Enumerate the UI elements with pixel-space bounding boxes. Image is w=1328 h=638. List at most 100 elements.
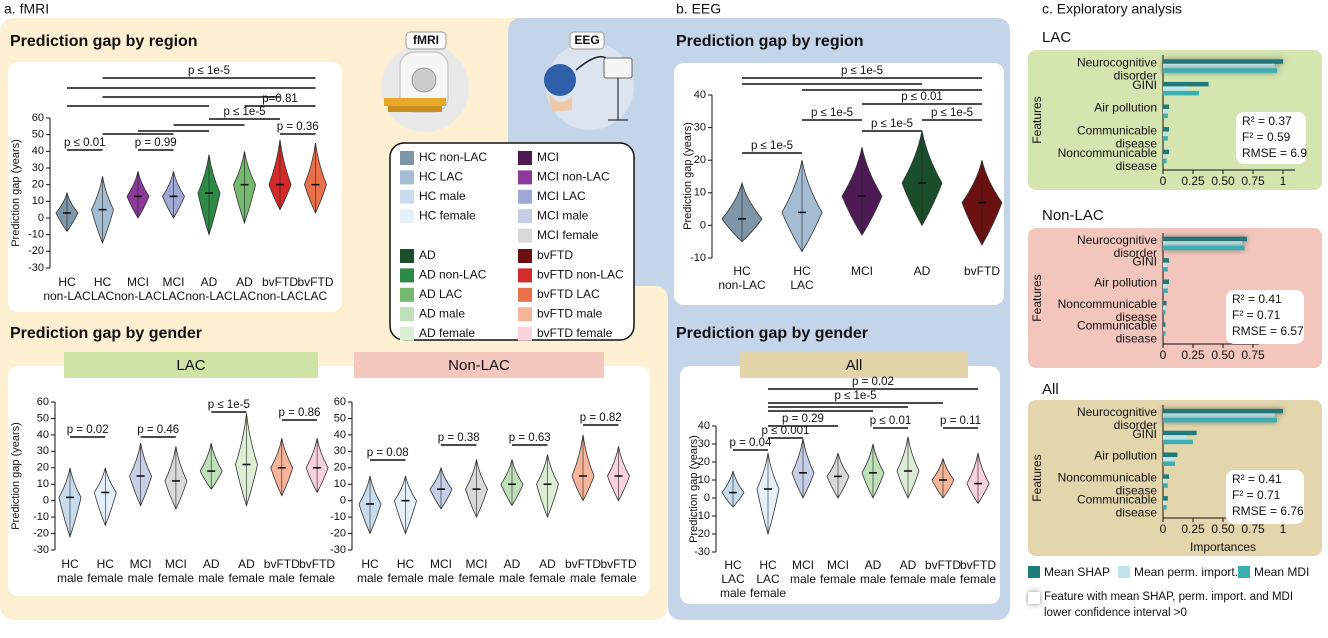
x-tick-label: HC — [97, 557, 115, 571]
bar-chart-title: Non-LAC — [1042, 207, 1104, 224]
y-tick-label: -10 — [33, 511, 49, 523]
bar — [1163, 127, 1169, 132]
x-tick-label: 0.75 — [1241, 174, 1265, 188]
x-tick-label: MCI — [127, 275, 149, 289]
bar — [1163, 457, 1173, 462]
y-tick-label: -30 — [330, 544, 346, 556]
legend-label: Mean SHAP — [1044, 565, 1110, 579]
feature-label: Noncommunicable — [1058, 146, 1158, 160]
p-value: p = 0.38 — [438, 432, 480, 444]
x-tick-label: non-LAC — [256, 289, 304, 303]
x-tick-label: bvFTD — [264, 557, 300, 571]
bar — [1163, 496, 1168, 501]
x-tick-label: 0.50 — [1211, 522, 1235, 536]
y-tick-label: 60 — [32, 112, 44, 124]
bar — [1163, 131, 1167, 137]
x-tick-label: MCI — [430, 557, 452, 571]
bar — [1163, 262, 1167, 268]
p-value: p = 0.04 — [730, 437, 772, 449]
panel-label: b. EEG — [676, 1, 721, 17]
feature-label: Noncommunicable — [1058, 297, 1158, 311]
x-tick-label: MCI — [163, 275, 185, 289]
bar — [1163, 136, 1168, 141]
bar — [1163, 478, 1167, 484]
y-axis-label: Prediction gap (years) — [10, 422, 22, 530]
y-tick-label: 30 — [32, 162, 44, 174]
plot-box — [8, 366, 650, 596]
bar-chart-title: All — [1042, 381, 1059, 398]
legend-label: AD — [419, 248, 436, 262]
x-tick-label: non-LAC — [185, 289, 233, 303]
bar — [1163, 267, 1168, 272]
p-value: p = 0.29 — [782, 413, 824, 425]
x-tick-label: MCI — [466, 557, 488, 571]
p-value: p ≤ 0.001 — [762, 425, 810, 437]
bar — [1163, 109, 1167, 114]
x-tick-label: male — [790, 572, 816, 586]
p-value: p = 0.02 — [67, 424, 109, 436]
bar — [1163, 300, 1167, 306]
x-tick-label: LAC — [233, 289, 257, 303]
legend-label: MCI male — [537, 208, 589, 222]
feature-label: Neurocognitive — [1077, 233, 1157, 247]
legend-swatch — [400, 189, 414, 204]
x-tick-label: bvFTD — [960, 558, 996, 572]
x-tick-label: male — [269, 571, 295, 585]
bar — [1163, 408, 1283, 414]
feature-label: disease — [1116, 310, 1158, 324]
x-tick-label: 0.75 — [1241, 348, 1265, 362]
x-tick-label: bvFTD — [298, 275, 334, 289]
feature-label: Communicable — [1077, 123, 1157, 137]
x-tick-label: 0 — [1160, 522, 1167, 536]
legend-label: MCI female — [537, 228, 599, 242]
y-tick-label: 60 — [37, 396, 49, 408]
bar — [1163, 284, 1167, 289]
x-tick-label: LAC — [721, 572, 745, 586]
eeg-icon: EEG — [544, 31, 634, 130]
x-tick-label: 1 — [1280, 174, 1287, 188]
y-tick-label: -30 — [28, 262, 44, 274]
x-tick-label: LAC — [304, 289, 328, 303]
p-value: p = 0.86 — [279, 407, 321, 419]
bar — [1163, 483, 1168, 488]
legend-label: AD male — [419, 306, 465, 320]
legend-swatch — [1028, 566, 1040, 578]
legend-label: MCI — [537, 150, 559, 164]
x-tick-label: non-LAC — [718, 278, 766, 292]
feature-label: disorder — [1114, 68, 1157, 82]
bar — [1163, 417, 1277, 423]
y-tick-label: 20 — [32, 179, 44, 191]
x-tick-label: MCI — [827, 558, 849, 572]
y-tick-label: 50 — [334, 412, 346, 424]
x-tick-label: AD — [504, 557, 521, 571]
y-axis-label: Prediction gap (years) — [682, 122, 694, 230]
x-tick-label: AD — [203, 557, 220, 571]
annotation: RMSE = 6.76 — [1232, 504, 1304, 518]
y-tick-label: 0 — [43, 495, 49, 507]
p-value: p ≤ 1e-5 — [841, 65, 883, 77]
strip — [64, 352, 318, 378]
legend-note: lower confidence interval >0 — [1044, 607, 1187, 619]
plot-box — [674, 63, 1004, 305]
y-tick-label: -10 — [690, 252, 706, 264]
bar — [1163, 113, 1168, 118]
legend-swatch — [518, 326, 532, 341]
x-tick-label: HC — [94, 275, 112, 289]
x-tick-label: AD — [238, 557, 255, 571]
annotation: RMSE = 6.57 — [1232, 324, 1304, 338]
y-axis-label: Features — [1030, 96, 1044, 143]
x-tick-label: 1 — [1280, 522, 1287, 536]
bar — [1163, 59, 1283, 64]
x-tick-label: male — [57, 571, 83, 585]
y-tick-label: -20 — [330, 527, 346, 539]
bar — [1163, 81, 1209, 87]
x-tick-label: female — [820, 572, 856, 586]
legend-note: Feature with mean SHAP, perm. import. an… — [1044, 591, 1293, 603]
x-tick-label: 0.50 — [1211, 348, 1235, 362]
x-tick-label: LAC — [162, 289, 186, 303]
bar — [1163, 461, 1175, 466]
panel-label: a. fMRI — [4, 1, 49, 17]
legend-label: HC male — [419, 189, 466, 203]
x-tick-label: 0.25 — [1181, 174, 1205, 188]
x-tick-label: male — [499, 571, 525, 585]
